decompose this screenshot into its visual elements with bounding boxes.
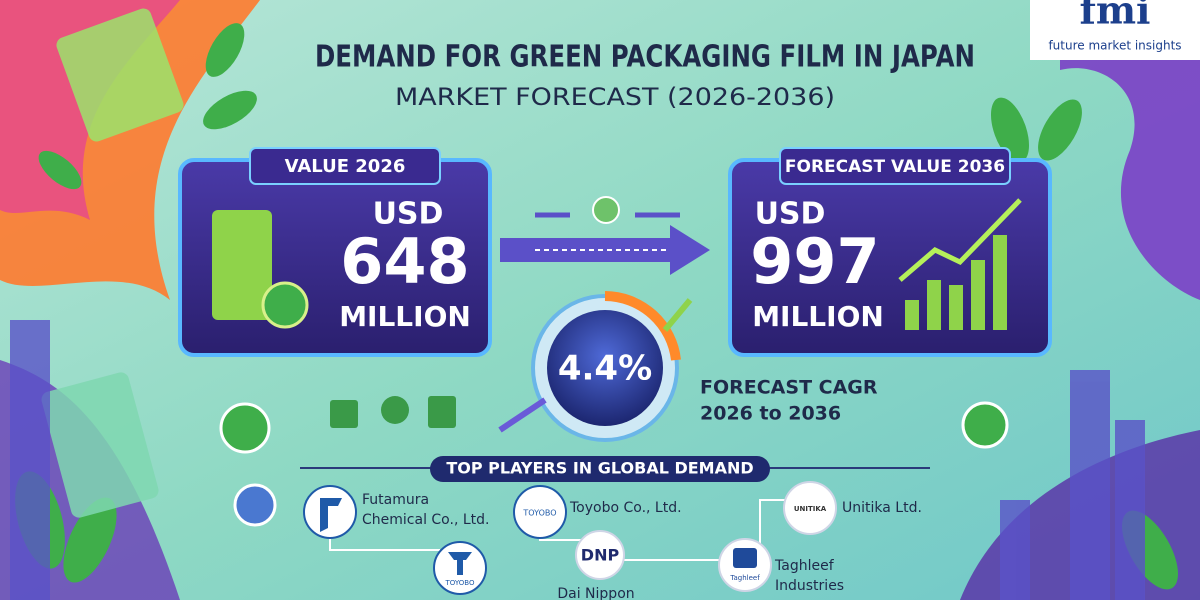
film-roll-icon — [212, 210, 272, 320]
company-logo-text: UNITIKA — [794, 505, 827, 513]
company-logo-text: DNP — [581, 546, 620, 565]
cagr-label: 2026 to 2036 — [700, 403, 841, 425]
subtitle: MARKET FORECAST (2026-2036) — [395, 83, 835, 111]
title: DEMAND FOR GREEN PACKAGING FILM IN JAPAN — [315, 40, 975, 75]
cagr-value: 4.4% — [558, 349, 652, 389]
arrow — [500, 225, 710, 275]
amount: 648 — [340, 225, 469, 298]
factory-icon — [233, 483, 277, 527]
company-name: Toyobo Co., Ltd. — [569, 500, 682, 516]
company-logo — [783, 481, 837, 535]
company-name: Taghleef — [774, 558, 835, 574]
value-label: VALUE 2026 — [285, 156, 406, 177]
globe-icon — [961, 401, 1009, 449]
film-frame — [41, 372, 159, 518]
logo-box — [1030, 0, 1200, 60]
value-label-box — [779, 147, 1011, 185]
company-name: Futamura — [362, 492, 429, 508]
logo-mark: fmi — [1080, 0, 1151, 33]
eco-icons — [330, 396, 456, 428]
company-name: Chemical Co., Ltd. — [362, 512, 489, 528]
company-name: Unitika Ltd. — [842, 500, 922, 516]
company-logo — [303, 485, 357, 539]
company-logo-text: TOYOBO — [445, 579, 475, 587]
players-title-box — [430, 456, 770, 482]
company-logo — [513, 485, 567, 539]
connectors — [329, 499, 820, 561]
value-label-box — [249, 147, 441, 185]
company-logo-text: Taghleef — [729, 574, 760, 582]
growth-bars — [905, 235, 1007, 330]
film-frame — [56, 8, 184, 142]
company-logo-text: TOYOBO — [522, 509, 556, 518]
leaves — [15, 23, 1178, 590]
unit: MILLION — [339, 300, 471, 333]
futamura-mark — [320, 498, 342, 532]
toyobo-mark — [448, 552, 472, 575]
arrow — [662, 298, 693, 332]
recycle-icon — [219, 402, 271, 454]
city — [10, 320, 1145, 600]
arrow — [498, 397, 547, 433]
amount: 997 — [750, 225, 879, 298]
factory-icon — [592, 196, 620, 224]
taghleef-mark — [733, 548, 757, 568]
value-label: FORECAST VALUE 2036 — [785, 157, 1005, 177]
currency: USD — [755, 197, 826, 232]
growth-arrow — [898, 198, 1022, 282]
cagr-arc — [604, 291, 681, 361]
company-name: Industries — [775, 578, 844, 594]
dollar-icon — [261, 281, 309, 329]
currency: USD — [373, 197, 444, 232]
purple-swirl — [1060, 0, 1200, 300]
players-title: TOP PLAYERS IN GLOBAL DEMAND — [446, 459, 753, 478]
cagr-orb — [547, 310, 663, 426]
company-logo — [575, 530, 625, 580]
unit: MILLION — [752, 300, 884, 333]
cagr-label: FORECAST CAGR — [700, 377, 878, 399]
logo-tagline: future market insights — [1048, 39, 1181, 53]
company-name: Dai Nippon — [557, 586, 634, 600]
